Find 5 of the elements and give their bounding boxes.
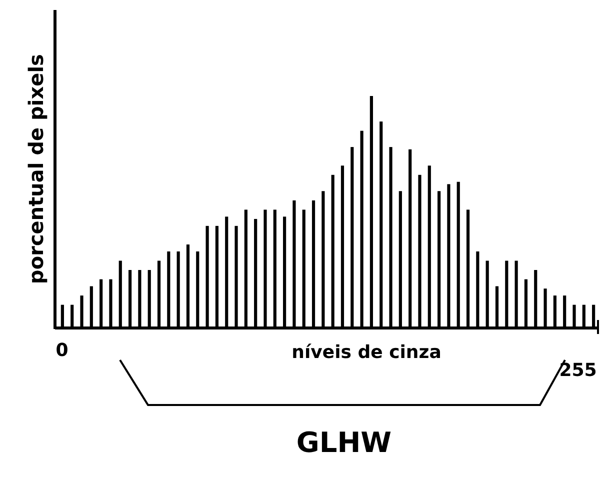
x-axis-title: níveis de cinza (292, 342, 442, 363)
text: 0 (56, 340, 68, 361)
y-axis-title: porcentual de pixels (24, 54, 48, 284)
text: GLHW (296, 426, 392, 459)
text: 255 (559, 360, 597, 381)
